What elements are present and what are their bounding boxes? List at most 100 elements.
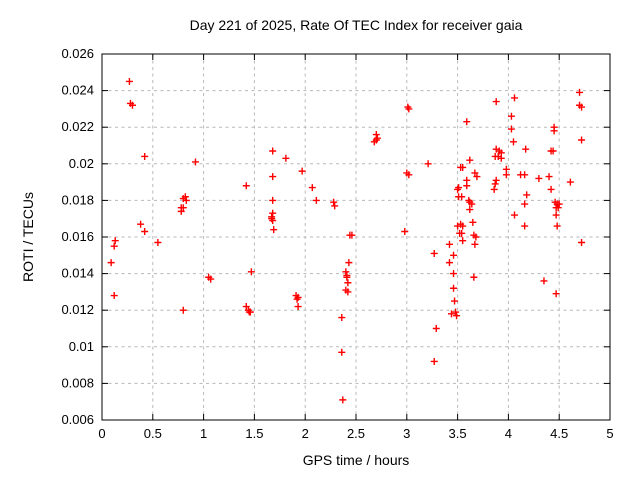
data-point: [473, 173, 481, 181]
data-point: [344, 279, 352, 287]
data-point: [576, 88, 584, 96]
data-point: [141, 228, 149, 236]
data-point: [552, 290, 560, 298]
data-point: [521, 222, 529, 230]
data-point: [293, 295, 301, 303]
data-point: [179, 204, 187, 212]
y-tick-label: 0.024: [61, 83, 94, 98]
data-point: [177, 207, 185, 215]
data-point: [457, 163, 465, 171]
data-point: [345, 259, 353, 267]
data-point: [450, 270, 458, 278]
data-point: [107, 259, 115, 267]
data-point: [269, 173, 277, 181]
x-tick-label: 2: [302, 426, 309, 441]
data-point: [344, 288, 352, 296]
data-point: [372, 136, 380, 144]
y-tick-label: 0.026: [61, 46, 94, 61]
data-point: [338, 314, 346, 322]
data-point: [507, 125, 515, 133]
data-point: [452, 308, 460, 316]
data-point: [463, 182, 471, 190]
y-tick-label: 0.006: [61, 412, 94, 427]
data-point: [502, 171, 510, 179]
data-point: [469, 218, 477, 226]
data-point: [445, 259, 453, 267]
data-point: [269, 209, 277, 217]
data-point: [430, 357, 438, 365]
data-point: [555, 200, 563, 208]
y-tick-label: 0.01: [69, 339, 94, 354]
data-point: [490, 185, 498, 193]
data-point: [308, 184, 316, 192]
data-point: [430, 249, 438, 257]
data-point: [191, 158, 199, 166]
plot-border: [101, 53, 611, 421]
y-tick-label: 0.008: [61, 375, 94, 390]
x-tick-label: 1.5: [245, 426, 263, 441]
data-point: [110, 242, 118, 250]
data-point: [459, 237, 467, 245]
data-point: [405, 105, 413, 113]
data-point: [111, 237, 119, 245]
data-point: [269, 217, 277, 225]
data-point: [405, 171, 413, 179]
data-point: [343, 273, 351, 281]
data-point: [338, 348, 346, 356]
data-point: [471, 240, 479, 248]
data-point: [269, 196, 277, 204]
data-point: [432, 325, 440, 332]
data-point: [466, 206, 474, 214]
y-tick-label: 0.02: [69, 156, 94, 171]
x-tick-label: 3: [403, 426, 410, 441]
data-point: [454, 185, 462, 193]
data-point: [578, 103, 586, 111]
data-point: [545, 173, 553, 181]
data-point: [578, 136, 586, 144]
chart-title: Day 221 of 2025, Rate Of TEC Index for r…: [189, 17, 523, 33]
data-point: [535, 174, 543, 182]
y-tick-label: 0.022: [61, 119, 94, 134]
data-point: [510, 94, 518, 102]
x-tick-label: 5: [606, 426, 613, 441]
data-point: [507, 112, 515, 120]
data-point: [472, 233, 480, 241]
data-point: [456, 229, 464, 237]
data-point: [510, 211, 518, 219]
y-tick-label: 0.016: [61, 229, 94, 244]
data-point: [554, 204, 562, 212]
data-point: [523, 191, 531, 199]
data-point: [424, 160, 432, 168]
data-point: [492, 98, 500, 106]
data-point: [471, 169, 479, 177]
y-tick-label: 0.014: [61, 266, 94, 281]
y-tick-label: 0.018: [61, 192, 94, 207]
data-point: [450, 251, 458, 259]
data-point: [125, 77, 133, 85]
data-point: [137, 220, 145, 228]
data-point: [342, 268, 350, 276]
data-point: [445, 240, 453, 248]
data-point: [294, 303, 302, 311]
data-point: [491, 152, 499, 160]
data-point: [282, 154, 290, 162]
data-point: [540, 277, 548, 285]
x-tick-label: 2.5: [347, 426, 365, 441]
data-point: [330, 198, 338, 206]
data-point: [242, 182, 250, 190]
data-point: [128, 101, 136, 109]
data-point: [312, 196, 320, 204]
data-point: [181, 193, 189, 201]
x-tick-label: 3.5: [449, 426, 467, 441]
x-tick-label: 4.5: [550, 426, 568, 441]
data-point: [497, 154, 505, 162]
data-point: [331, 202, 339, 210]
x-tick-label: 0.5: [144, 426, 162, 441]
data-point: [566, 178, 574, 186]
data-point: [242, 303, 250, 311]
x-axis-label: GPS time / hours: [302, 452, 410, 468]
data-point: [182, 196, 190, 204]
data-point: [522, 145, 530, 153]
